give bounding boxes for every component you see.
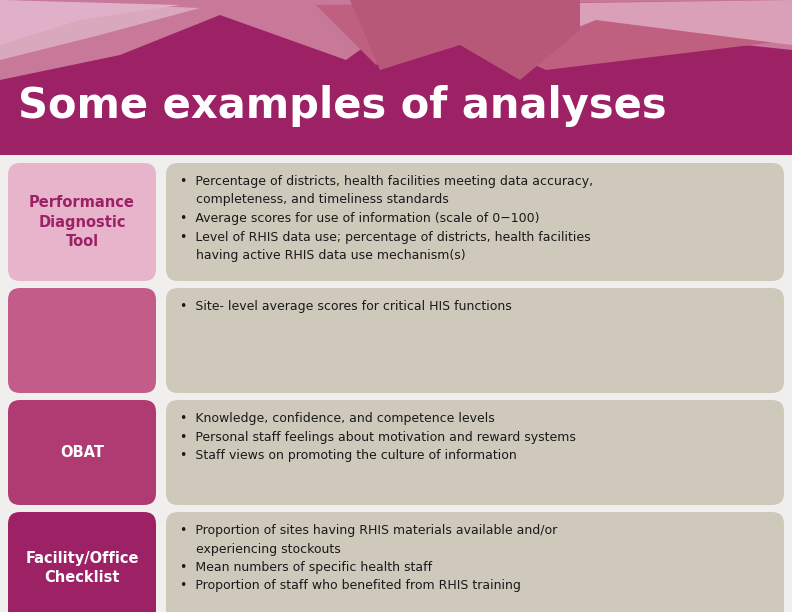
FancyBboxPatch shape — [8, 163, 156, 281]
Polygon shape — [0, 0, 200, 60]
FancyBboxPatch shape — [8, 288, 156, 393]
Text: Facility/Office
Checklist: Facility/Office Checklist — [25, 551, 139, 586]
Polygon shape — [436, 0, 792, 60]
Polygon shape — [316, 0, 792, 70]
Text: •  Site- level average scores for critical HIS functions: • Site- level average scores for critica… — [180, 300, 512, 313]
Text: •  Knowledge, confidence, and competence levels
•  Personal staff feelings about: • Knowledge, confidence, and competence … — [180, 412, 576, 462]
Polygon shape — [0, 0, 792, 5]
Text: OBAT: OBAT — [60, 445, 104, 460]
Polygon shape — [0, 155, 792, 612]
FancyBboxPatch shape — [166, 163, 784, 281]
Polygon shape — [350, 0, 580, 80]
FancyBboxPatch shape — [166, 288, 784, 393]
FancyBboxPatch shape — [8, 400, 156, 505]
FancyBboxPatch shape — [166, 512, 784, 612]
Text: •  Proportion of sites having RHIS materials available and/or
    experiencing s: • Proportion of sites having RHIS materi… — [180, 524, 558, 592]
Text: MAT: MAT — [64, 333, 100, 348]
Text: Some examples of analyses: Some examples of analyses — [18, 85, 667, 127]
FancyBboxPatch shape — [166, 400, 784, 505]
Text: •  Percentage of districts, health facilities meeting data accuracy,
    complet: • Percentage of districts, health facili… — [180, 175, 593, 262]
FancyBboxPatch shape — [8, 512, 156, 612]
Polygon shape — [0, 0, 792, 80]
Polygon shape — [0, 0, 180, 45]
Polygon shape — [0, 0, 792, 155]
Text: Performance
Diagnostic
Tool: Performance Diagnostic Tool — [29, 195, 135, 249]
